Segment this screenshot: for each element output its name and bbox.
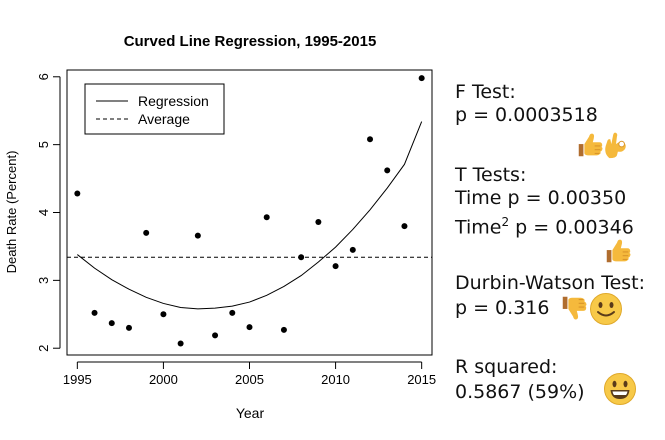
t-tests-title: T Tests: [455,164,527,186]
legend-average-label: Average [138,111,190,127]
axes: 1995 2000 2005 2010 2015 2 3 4 5 6 [36,73,436,387]
data-point [349,246,356,253]
thumbs-up-icon [606,239,631,263]
slightly-smiling-face-icon [590,293,622,325]
data-point [108,320,115,327]
y-tick-label: 5 [36,141,51,148]
time-squared-label: Time [455,216,502,239]
r-squared-emojis [603,372,637,406]
r-squared-value: 0.5867 (59%) [455,381,585,403]
plot-frame [66,69,433,356]
data-point [384,167,391,174]
f-test-title: F Test: [455,81,516,103]
x-tick-label: 2015 [407,372,436,387]
thumbs-down-icon [562,296,587,320]
legend-box [84,83,225,135]
data-point [177,340,184,347]
y-tick-label: 2 [36,345,51,352]
r-squared-title: R squared: [455,356,558,378]
data-point [212,332,219,339]
data-points [74,75,425,347]
legend: Regression Average [84,83,225,135]
data-point [263,214,270,221]
data-point [298,254,305,261]
data-point [143,229,150,236]
x-tick-label: 2010 [321,372,350,387]
data-point [160,311,167,318]
t-tests-emojis [603,236,637,270]
x-tick-label: 2005 [235,372,264,387]
data-point [229,309,236,316]
x-tick-label: 2000 [149,372,178,387]
data-point [367,136,374,143]
y-axis-label: Death Rate (Percent) [4,151,19,274]
durbin-watson-emojis [559,292,629,326]
chart-lines [67,121,432,310]
durbin-watson-value: p = 0.316 [455,297,550,319]
t-test-time: Time p = 0.00350 [455,187,627,209]
x-tick-label: 1995 [63,372,92,387]
legend-regression-label: Regression [138,93,209,109]
durbin-watson-title: Durbin-Watson Test: [455,272,646,294]
f-test-value: p = 0.0003518 [455,104,598,126]
thumbs-up-icon [578,133,603,157]
data-point [91,309,98,316]
data-point [315,219,322,225]
regression-curve [77,121,423,310]
f-test-emojis [575,130,635,164]
data-point [194,232,201,239]
ok-hand-icon [605,132,626,159]
data-point [125,324,132,331]
x-axis-label: Year [236,405,265,421]
regression-chart: Curved Line Regression, 1995-2015 Year D… [4,33,436,421]
t-test-time-squared: Time2 p = 0.00346 [455,211,634,239]
grinning-face-icon [604,373,636,405]
y-tick-label: 6 [36,73,51,80]
time-squared-value: p = 0.00346 [509,216,634,239]
data-point [246,324,253,331]
time-squared-exponent: 2 [501,215,510,229]
data-point [280,326,287,333]
data-point [74,190,81,197]
data-point [418,75,425,82]
chart-title: Curved Line Regression, 1995-2015 [124,33,377,50]
y-tick-label: 4 [36,209,51,216]
data-point [332,263,339,270]
data-point [401,223,408,230]
y-tick-label: 3 [36,277,51,284]
